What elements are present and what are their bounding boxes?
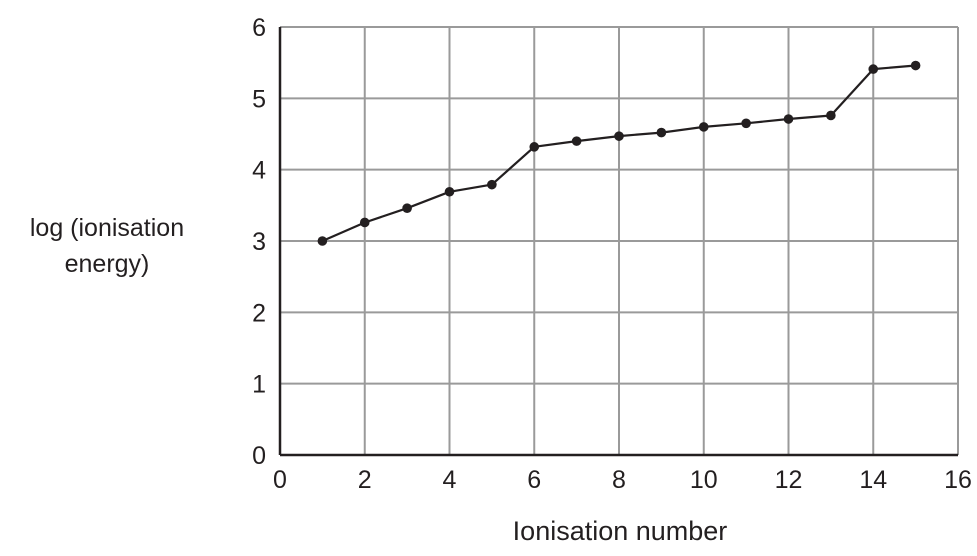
data-point-9	[656, 127, 667, 138]
axes	[278, 27, 958, 457]
data-point-3	[402, 203, 412, 213]
data-point-2	[359, 217, 370, 228]
x-tick-label-6: 6	[527, 466, 541, 494]
y-tick-label-3: 3	[252, 228, 266, 256]
x-axis-label: Ionisation number	[513, 516, 728, 546]
data-point-11	[741, 118, 751, 129]
data-series	[317, 60, 921, 246]
data-point-1	[317, 236, 328, 246]
y-tick-label-4: 4	[252, 157, 266, 185]
y-axis-label-line-2: energy)	[65, 250, 150, 278]
data-point-10	[698, 122, 709, 132]
grid-lines	[280, 26, 959, 455]
y-tick-label-6: 6	[252, 14, 266, 42]
data-point-14	[868, 64, 879, 74]
data-point-13	[826, 110, 836, 121]
data-point-5	[487, 179, 497, 190]
data-point-15	[910, 60, 921, 71]
data-point-12	[783, 114, 794, 124]
x-tick-label-2: 2	[358, 466, 372, 494]
y-tick-label-1: 1	[252, 371, 266, 399]
y-tick-label-0: 0	[252, 442, 266, 470]
data-point-8	[614, 131, 624, 141]
x-tick-label-4: 4	[443, 466, 457, 494]
x-tick-label-0: 0	[273, 466, 287, 494]
y-tick-label-5: 5	[252, 85, 266, 113]
x-tick-label-14: 14	[859, 466, 887, 494]
x-tick-label-16: 16	[944, 466, 972, 494]
y-tick-label-2: 2	[252, 299, 266, 327]
data-point-6	[529, 142, 540, 152]
y-axis-label-line-1: log (ionisation	[30, 214, 184, 242]
x-tick-label-12: 12	[775, 466, 803, 494]
x-tick-label-8: 8	[612, 466, 626, 494]
data-point-7	[571, 136, 582, 146]
data-point-4	[444, 186, 455, 197]
x-tick-label-10: 10	[690, 466, 718, 494]
